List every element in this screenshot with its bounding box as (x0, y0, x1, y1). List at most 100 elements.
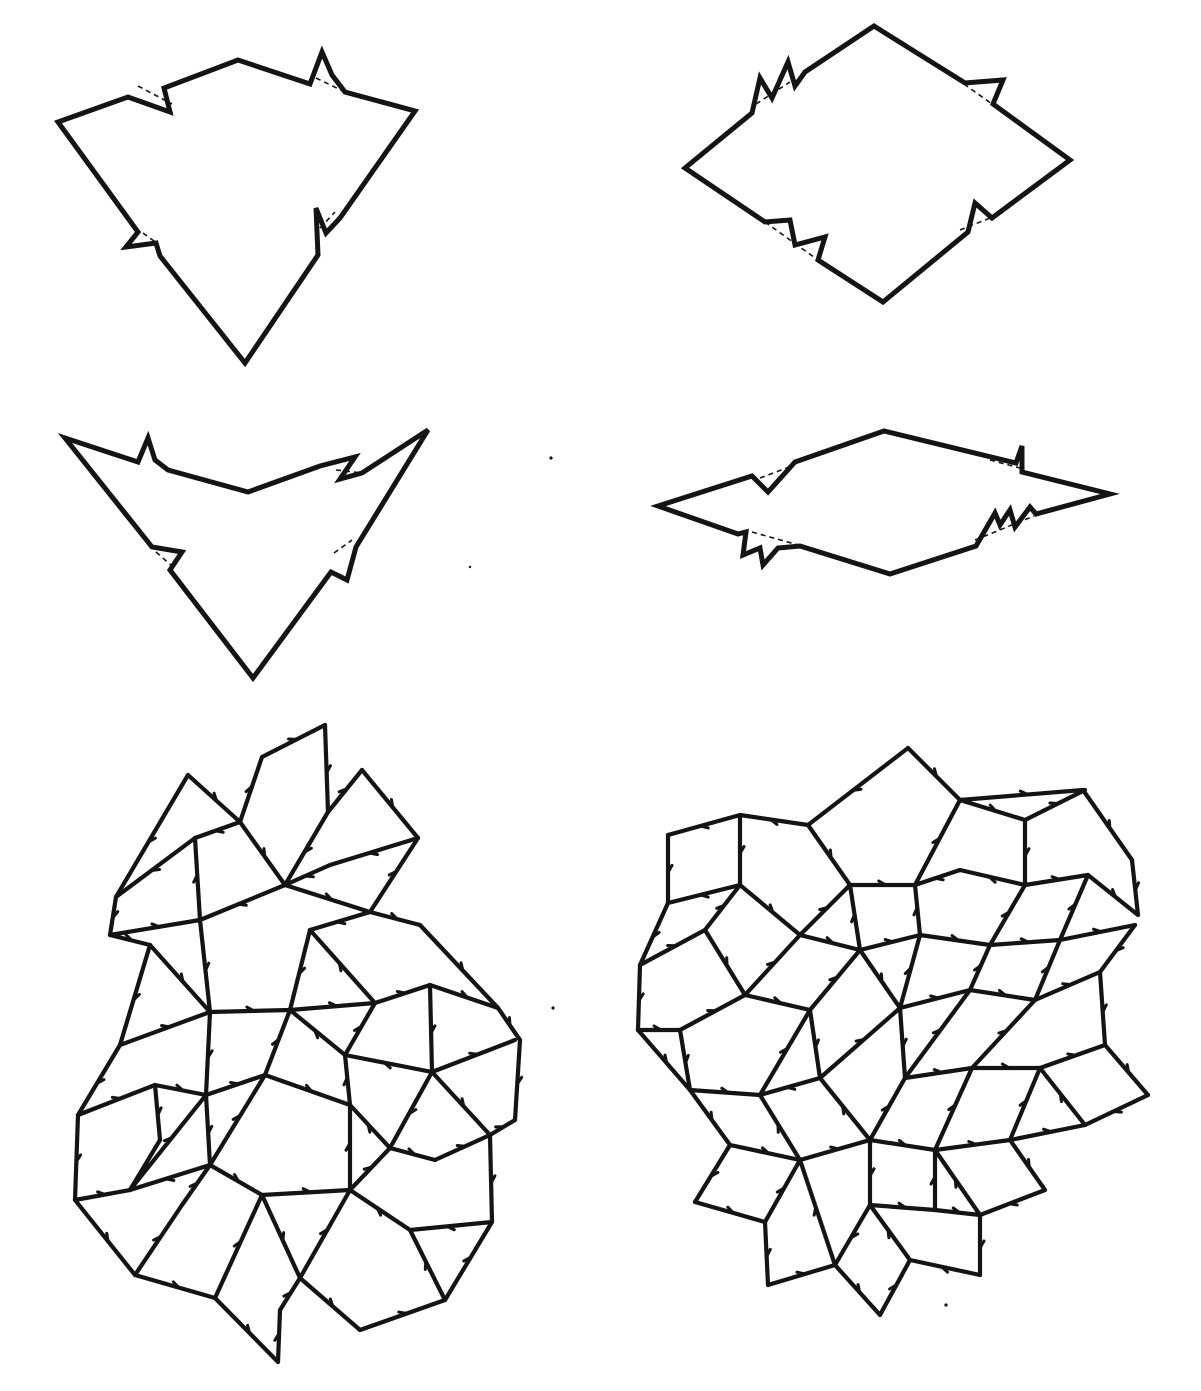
tiling-edge (912, 797, 963, 888)
tiling-edge (737, 812, 811, 828)
tiling-edge (969, 997, 1038, 1071)
tiling-edge (297, 1187, 353, 1281)
tiling-edge (262, 1007, 293, 1078)
edge-arrow-mark (897, 1201, 908, 1210)
edge-arrow-mark (637, 992, 645, 1003)
edge-arrow-mark (96, 1190, 107, 1196)
tiling-edge (692, 1199, 768, 1225)
tiling-edge (817, 1005, 903, 1081)
tiling-edge (807, 947, 863, 1013)
edge-arrow-mark (460, 990, 469, 1000)
tiling-edge (805, 745, 911, 828)
edge-arrow-mark (973, 963, 983, 972)
edge-arrow-mark (766, 960, 777, 966)
edge-arrow-mark (829, 1145, 840, 1151)
tiling-edge (1085, 872, 1141, 918)
edge-arrow-mark (515, 1075, 524, 1086)
edge-arrow-mark (841, 1104, 846, 1116)
edge-arrow-mark (142, 1162, 153, 1169)
rhomb-tiling (635, 745, 1151, 1318)
tiling-edge (797, 1157, 838, 1268)
tiling-edge (203, 1009, 213, 1098)
edge-arrow-mark (162, 1136, 174, 1143)
edge-arrow-mark (281, 1231, 286, 1243)
edge-arrow-mark (825, 936, 835, 945)
edge-arrow-mark (353, 1024, 363, 1032)
kite-guide-line (142, 232, 159, 245)
tiling-edge (902, 987, 973, 1081)
edge-arrow-mark (429, 1024, 437, 1035)
tiling-edge (359, 767, 421, 841)
fat-rhomb-guide-line (963, 83, 993, 105)
edge-arrow-mark (188, 1181, 199, 1188)
edge-arrow-mark (775, 1186, 786, 1194)
edge-arrow-mark (271, 1037, 281, 1046)
tiling-edge (407, 1219, 495, 1233)
edge-arrow-mark (206, 1124, 214, 1135)
tiling-edge (367, 835, 421, 915)
tiling-edge (287, 927, 313, 1013)
tiling-edge (262, 1072, 353, 1108)
edge-arrow-mark (111, 910, 120, 920)
edge-arrow-mark (236, 902, 248, 907)
tiling-edge (702, 927, 748, 998)
edge-arrow-mark (1101, 1003, 1108, 1014)
tiling-edge (867, 1202, 913, 1263)
edge-arrow-mark (666, 863, 674, 874)
edge-arrow-mark (877, 879, 888, 887)
tiling-edge (897, 1005, 908, 1081)
tiling-edge (765, 1262, 838, 1288)
edge-arrow-mark (105, 1231, 110, 1243)
fat-rhomb-tile (680, 23, 1075, 306)
edge-arrow-mark (297, 966, 307, 976)
edge-arrow-mark (146, 836, 157, 844)
edge-arrow-mark (967, 1139, 978, 1146)
fat-rhomb-outline (680, 23, 1075, 306)
edge-arrow-mark (1040, 965, 1051, 974)
edge-arrow-mark (851, 787, 863, 792)
edge-arrow-mark (459, 961, 465, 973)
tiling-edge (207, 1072, 268, 1168)
edge-arrow-mark (1023, 847, 1031, 858)
edge-arrow-mark (171, 1280, 181, 1290)
edge-arrow-mark (319, 1228, 329, 1236)
tiling-edge (72, 1112, 81, 1203)
tiling-edge (897, 987, 973, 1011)
edge-arrow-mark (507, 1016, 512, 1028)
tiling-edge (692, 1142, 733, 1205)
tiling-edge (757, 1092, 803, 1163)
thin-rhomb-outline (650, 428, 1120, 577)
tiling-edge (1057, 872, 1091, 943)
edge-arrow-mark (1018, 789, 1030, 796)
dart-outline (57, 427, 431, 683)
edge-arrow-mark (768, 903, 775, 914)
edge-arrow-mark (303, 874, 315, 879)
kite-guide-line (137, 85, 173, 105)
edge-arrow-mark (651, 930, 661, 939)
edge-arrow-mark (302, 846, 313, 854)
edge-arrow-mark (897, 1138, 908, 1147)
tiling-edge (907, 1257, 983, 1278)
edge-arrow-mark (74, 1153, 83, 1164)
tiling-edge (797, 1137, 873, 1163)
tiling-edge (857, 932, 923, 953)
tiling-edge (1007, 1137, 1048, 1193)
tiling-edge (957, 867, 1028, 888)
edge-arrow-mark (344, 1141, 352, 1152)
tiling-edge (635, 1027, 693, 1093)
edge-arrow-mark (1107, 818, 1112, 830)
tiling-edge (237, 819, 288, 888)
edge-arrow-mark (304, 1083, 314, 1093)
edge-arrow-mark (1000, 1062, 1011, 1070)
kite-dart-tiling (72, 722, 524, 1365)
edge-arrow-mark (698, 893, 710, 899)
tiling-edge (797, 882, 853, 938)
tiling-edge (237, 754, 265, 825)
tiling-edge (357, 1297, 448, 1333)
tiling-edge (687, 1087, 733, 1148)
edge-arrow-mark (828, 848, 833, 860)
tiling-edge (757, 1007, 813, 1098)
edge-arrow-mark (366, 1122, 372, 1134)
tiling-edge (762, 1157, 803, 1225)
edge-arrow-mark (460, 1097, 466, 1109)
